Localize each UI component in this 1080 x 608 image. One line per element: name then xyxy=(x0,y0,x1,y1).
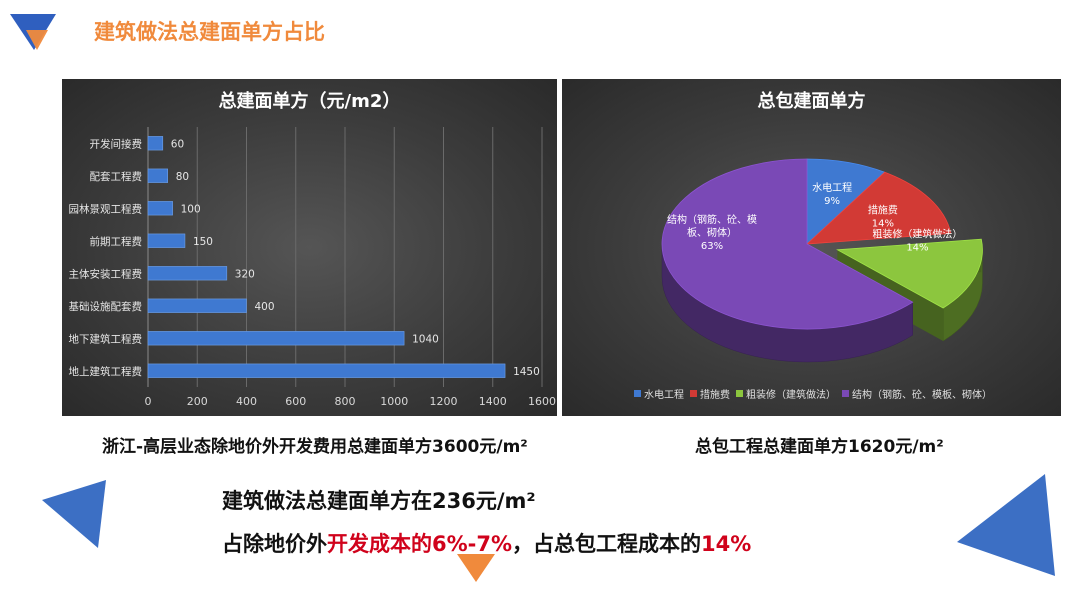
bar xyxy=(147,233,186,248)
pie-chart-title: 总包建面单方 xyxy=(757,91,866,112)
legend-swatch xyxy=(842,390,849,397)
summary-text-c: ，占总包工程成本的 xyxy=(512,532,702,556)
bar xyxy=(147,168,169,183)
pie-slice-label: 14% xyxy=(872,218,894,229)
summary-line-1: 建筑做法总建面单方在236元/m² xyxy=(222,489,536,513)
bar-chart-panel: 总建面单方（元/m2） 0 200 400 600 800 1000 1200 1400 160… xyxy=(62,79,557,416)
bar xyxy=(147,363,506,378)
bar-x-tick-label: 600 xyxy=(285,395,306,408)
bar-chart: 0 200 400 600 800 1000 1200 1400 1600 开发间接费 60 配套工程… xyxy=(69,127,556,408)
pie-chart: 水电工程9%措施费14%粗装修（建筑做法）14%结构（钢筋、砼、模板、砌体）63… xyxy=(634,158,992,401)
legend-swatch xyxy=(690,390,697,397)
triangle-decoration-bottom-icon xyxy=(457,554,495,582)
pie-slice: 结构（钢筋、砼、模板、砌体） 63% xyxy=(661,158,914,363)
bar-x-tick-label: 800 xyxy=(335,395,356,408)
bar xyxy=(147,266,228,281)
bar-x-tick-label: 1200 xyxy=(430,395,458,408)
bar-x-tick-label: 1400 xyxy=(479,395,507,408)
summary-line-2: 占除地价外开发成本的6%-7%，占总包工程成本的14% xyxy=(222,528,751,558)
bar xyxy=(147,136,164,151)
legend-swatch xyxy=(736,390,743,397)
pie-slice-label: 粗装修（建筑做法） xyxy=(872,227,962,240)
legend-label: 粗装修（建筑做法） xyxy=(746,388,836,401)
bar-chart-caption: 浙江-高层业态除地价外开发费用总建面单方3600元/m² xyxy=(102,437,528,457)
legend-label: 结构（钢筋、砼、模板、砌体） xyxy=(852,388,992,401)
pie-slice-top xyxy=(661,158,914,330)
pie-slice-label: 14% xyxy=(906,242,928,253)
summary-highlight-percent: 14% xyxy=(701,532,752,556)
bar xyxy=(147,201,173,216)
bar xyxy=(147,331,405,346)
pie-slice-label: 63% xyxy=(701,241,723,252)
triangle-decoration-right-icon xyxy=(957,474,1055,576)
pie-slice: 水电工程 9% xyxy=(806,158,886,245)
pie-slice: 措施费 14% xyxy=(805,171,952,245)
pie-slice-label: 板、砌体） xyxy=(687,226,737,239)
pie-slice-label: 水电工程 xyxy=(812,181,852,194)
bar-value-label: 320 xyxy=(235,268,255,280)
triangle-decoration-left-icon xyxy=(42,480,106,548)
legend-swatch xyxy=(634,390,641,397)
bar-value-label: 400 xyxy=(255,301,275,313)
bar xyxy=(147,298,247,313)
bar-x-tick-label: 1000 xyxy=(380,395,408,408)
bar-x-tick-label: 400 xyxy=(236,395,257,408)
bar-x-tick-label: 0 xyxy=(145,395,152,408)
pie-chart-panel: 总包建面单方 水电工程 9% 措施费 14% 粗装修（建筑做法） 14% 结构（钢筋、砼、模… xyxy=(562,79,1061,416)
bar-category-label: 园林景观工程费 xyxy=(69,202,143,215)
legend-label: 措施费 xyxy=(700,388,730,401)
pie-slice-label: 结构（钢筋、砼、模 xyxy=(667,213,757,226)
bar-x-tick-label: 200 xyxy=(187,395,208,408)
bar-category-label: 开发间接费 xyxy=(90,137,143,150)
pie-slice-top xyxy=(806,158,886,245)
logo-icon xyxy=(10,14,56,50)
bar-value-label: 100 xyxy=(181,203,201,215)
pie-chart-caption: 总包工程总建面单方1620元/m² xyxy=(695,437,944,457)
bar-value-label: 1040 xyxy=(412,333,439,345)
legend-label: 水电工程 xyxy=(644,388,684,401)
pie-slice-label: 措施费 xyxy=(868,203,898,216)
bar-value-label: 60 xyxy=(171,138,184,150)
summary-highlight-dev-cost: 开发成本的6%-7% xyxy=(327,532,513,556)
bar-chart-title: 总建面单方（元/m2） xyxy=(218,91,401,112)
bar-value-label: 1450 xyxy=(513,366,540,378)
pie-slice-top xyxy=(805,171,952,245)
pie-slice-label: 9% xyxy=(824,196,840,207)
bar-category-label: 地下建筑工程费 xyxy=(69,332,143,345)
pie-slice-top xyxy=(836,238,983,309)
bar-category-label: 基础设施配套费 xyxy=(69,300,143,313)
bar-category-label: 前期工程费 xyxy=(90,235,143,248)
bar-value-label: 80 xyxy=(176,171,189,183)
bar-value-label: 150 xyxy=(193,236,213,248)
bar-x-tick-label: 1600 xyxy=(528,395,556,408)
bar-category-label: 主体安装工程费 xyxy=(69,267,143,280)
summary-text-a: 占除地价外 xyxy=(222,532,327,556)
bar-category-label: 地上建筑工程费 xyxy=(69,365,143,378)
bar-category-label: 配套工程费 xyxy=(90,170,143,183)
page-title: 建筑做法总建面单方占比 xyxy=(94,20,325,44)
pie-legend: 水电工程 措施费 粗装修（建筑做法） 结构（钢筋、砼、模板、砌体） xyxy=(634,388,992,401)
